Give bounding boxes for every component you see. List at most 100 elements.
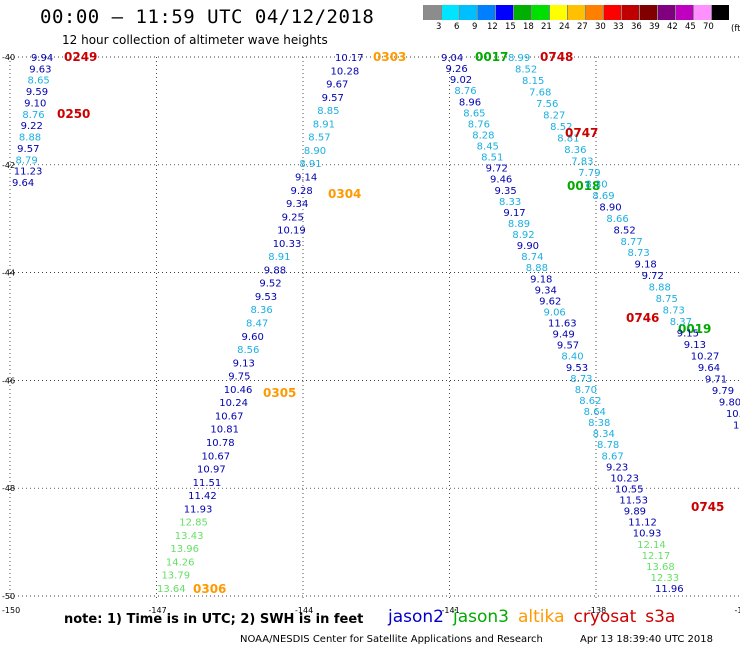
track-t3: 9.049.269.028.768.968.658.768.288.458.51… bbox=[441, 50, 711, 595]
wave-height-value: 9.60 bbox=[242, 332, 264, 343]
wave-height-value: 9.25 bbox=[282, 212, 304, 223]
wave-height-value: 8.77 bbox=[620, 237, 642, 248]
legend-label: 15 bbox=[505, 22, 516, 32]
legend-label: 42 bbox=[667, 22, 678, 32]
wave-height-value: 9.57 bbox=[557, 341, 579, 352]
wave-height-value: 8.73 bbox=[570, 374, 592, 385]
wave-height-value: 7.68 bbox=[529, 87, 551, 98]
chart-subtitle: 12 hour collection of altimeter wave hei… bbox=[62, 33, 328, 47]
wave-height-value: 8.27 bbox=[543, 110, 565, 121]
wave-height-value: 9.13 bbox=[233, 358, 255, 369]
wave-height-value: 9.17 bbox=[503, 208, 525, 219]
wave-height-value: 8.15 bbox=[522, 76, 544, 87]
chart-title: 00:00 – 11:59 UTC 04/12/2018 bbox=[40, 6, 375, 28]
footer-credit: NOAA/NESDIS Center for Satellite Applica… bbox=[240, 634, 543, 645]
wave-height-value: 9.49 bbox=[552, 330, 574, 341]
wave-height-value: 10.81 bbox=[210, 425, 239, 436]
legend-label: 39 bbox=[649, 22, 660, 32]
wave-height-value: 8.73 bbox=[663, 306, 685, 317]
pass-time-label: 0747 bbox=[565, 126, 598, 140]
pass-time-label: 0019 bbox=[678, 322, 711, 336]
wave-height-value: 8.91 bbox=[268, 252, 290, 263]
wave-height-value: 9.53 bbox=[566, 363, 588, 374]
wave-height-value: 9.59 bbox=[26, 87, 48, 98]
legend-swatch bbox=[531, 5, 549, 20]
legend-label: 12 bbox=[487, 22, 498, 32]
legend-label: 21 bbox=[541, 22, 552, 32]
wave-height-value: 8.92 bbox=[512, 230, 534, 241]
wave-height-value: 8.57 bbox=[308, 133, 330, 144]
legend-label: 6 bbox=[454, 22, 460, 32]
pass-time-label: 0745 bbox=[691, 500, 724, 514]
wave-height-value: 10.33 bbox=[273, 239, 302, 250]
lat-tick-label: -48 bbox=[2, 484, 15, 493]
lat-tick-label: -44 bbox=[2, 269, 15, 278]
pass-time-label: 0306 bbox=[193, 582, 226, 596]
wave-height-value: 9.18 bbox=[530, 274, 552, 285]
wave-height-value: 10.24 bbox=[219, 398, 248, 409]
legend-label: 27 bbox=[577, 22, 588, 32]
wave-height-value: 8.74 bbox=[521, 252, 543, 263]
wave-height-value: 7.79 bbox=[578, 168, 600, 179]
wave-height-value: 9.64 bbox=[12, 178, 34, 189]
wave-height-value: 13.96 bbox=[170, 544, 199, 555]
wave-height-value: 9.26 bbox=[445, 64, 467, 75]
wave-height-value: 13.68 bbox=[646, 562, 675, 573]
wave-height-value: 8.65 bbox=[463, 108, 485, 119]
wave-height-value: 8.99 bbox=[508, 53, 530, 64]
wave-height-value: 10.17 bbox=[335, 53, 364, 64]
wave-height-value: 8.52 bbox=[515, 64, 537, 75]
wave-height-value: 9.53 bbox=[255, 292, 277, 303]
wave-height-value: 8.52 bbox=[550, 122, 572, 133]
wave-height-value: 9.28 bbox=[291, 186, 313, 197]
legend-swatch bbox=[477, 5, 495, 20]
wave-height-value: 10.23 bbox=[610, 473, 639, 484]
wave-height-value: 9.64 bbox=[698, 363, 720, 374]
wave-height-value: 12.14 bbox=[637, 540, 666, 551]
wave-height-value: 8.88 bbox=[19, 133, 41, 144]
wave-height-value: 9.75 bbox=[228, 372, 250, 383]
legend-label: 18 bbox=[523, 22, 534, 32]
wave-height-value: 9.72 bbox=[642, 271, 664, 282]
wave-height-value: 9.63 bbox=[29, 64, 51, 75]
wave-height-value: 10.19 bbox=[277, 226, 306, 237]
legend-swatch bbox=[495, 5, 513, 20]
lon-tick-label: -141 bbox=[442, 606, 460, 615]
legend-label: 24 bbox=[559, 22, 570, 32]
lat-tick-label: -50 bbox=[2, 592, 15, 601]
wave-height-value: 8.45 bbox=[477, 142, 499, 153]
wave-height-value: 10.27 bbox=[691, 352, 720, 363]
legend-swatch bbox=[585, 5, 603, 20]
wave-height-value: 9.46 bbox=[490, 175, 512, 186]
wave-height-value: 8.76 bbox=[468, 119, 490, 130]
legend-unit: (ft) bbox=[731, 24, 740, 34]
wave-height-value: 9.89 bbox=[624, 507, 646, 518]
sat-jason3: jason3 bbox=[453, 607, 509, 627]
wave-height-value: 7.83 bbox=[571, 156, 593, 167]
wave-height-value: 11.96 bbox=[655, 584, 684, 595]
track-t2: 10.17 10.28 9.67 9.57 8.85 8.91 8.57 8.90 8.91 9.… bbox=[157, 50, 406, 596]
wave-height-value: 9.10 bbox=[24, 98, 46, 109]
footer-note: note: 1) Time is in UTC; 2) SWH is in fe… bbox=[64, 612, 364, 627]
legend-label: 9 bbox=[472, 22, 478, 32]
wave-height-value: 9.72 bbox=[486, 164, 508, 175]
lat-tick-label: -42 bbox=[2, 161, 15, 170]
wave-height-value: 9.13 bbox=[684, 340, 706, 351]
legend-swatch bbox=[441, 5, 459, 20]
wave-height-value: 10.93 bbox=[633, 529, 662, 540]
legend-color-bar bbox=[423, 5, 729, 20]
wave-height-value: 9.18 bbox=[635, 260, 657, 271]
legend-swatch bbox=[639, 5, 657, 20]
wave-height-value: 13.64 bbox=[157, 584, 186, 595]
legend-label: 33 bbox=[613, 22, 624, 32]
pass-time-label: 0018 bbox=[567, 179, 600, 193]
wave-height-value: 8.79 bbox=[15, 155, 37, 166]
wave-height-value: 9.71 bbox=[705, 375, 727, 386]
sat-altika: altika bbox=[518, 607, 565, 627]
wave-height-value: 11.23 bbox=[14, 167, 43, 178]
wave-height-value: 9.02 bbox=[450, 75, 472, 86]
lon-tick-label: -144 bbox=[295, 606, 313, 615]
satellite-key: jason2 jason3 altika cryosat s3a bbox=[388, 607, 675, 627]
wave-height-value: 9.79 bbox=[712, 386, 734, 397]
wave-height-value: 8.56 bbox=[237, 345, 259, 356]
